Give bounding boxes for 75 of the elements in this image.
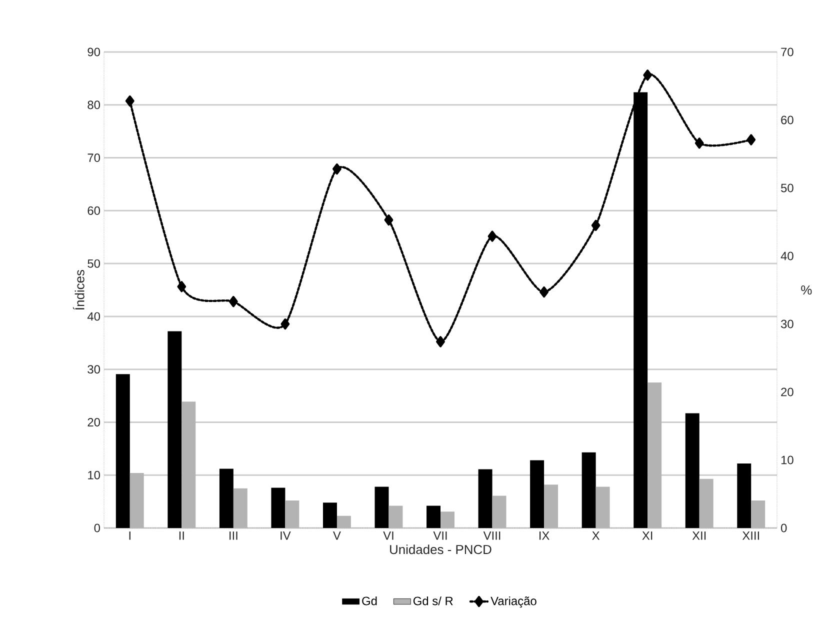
y-tick-label: 80 xyxy=(88,100,100,110)
legend-label: Gd s/ R xyxy=(413,596,453,606)
y-tick-label: 90 xyxy=(88,48,100,56)
y2-tick-label: 50 xyxy=(781,184,794,192)
y2-tick-label: 20 xyxy=(781,388,794,396)
y2-tick-label: 30 xyxy=(780,320,794,328)
x-tick-label: XI xyxy=(642,532,652,540)
bar xyxy=(168,331,182,528)
y2-tick-label: 0 xyxy=(780,524,787,532)
bar xyxy=(478,469,492,528)
bar xyxy=(596,486,610,528)
bar xyxy=(751,500,766,528)
point xyxy=(591,220,600,231)
y2-axis-title: % xyxy=(801,285,812,295)
y-tick-label: 50 xyxy=(88,259,100,268)
point xyxy=(177,281,186,292)
y-tick-label: 20 xyxy=(88,418,100,426)
x-axis-title: Unidades - PNCD xyxy=(390,544,492,554)
bar xyxy=(440,512,454,528)
bar xyxy=(685,413,700,528)
bar xyxy=(285,500,300,528)
point xyxy=(488,230,497,242)
point xyxy=(332,163,342,175)
x-tick-label: II xyxy=(179,532,184,540)
x-tick-label: VI xyxy=(383,532,394,540)
y2-tick-label: 70 xyxy=(781,48,794,56)
x-tick-label: IV xyxy=(280,532,291,540)
bar xyxy=(699,478,714,528)
y-tick-label: 30 xyxy=(88,365,100,374)
bar xyxy=(322,502,337,528)
x-tick-label: X xyxy=(592,532,600,540)
bar xyxy=(544,484,558,528)
point xyxy=(643,70,652,81)
x-tick-label: VII xyxy=(433,532,447,540)
point xyxy=(746,134,756,146)
bar xyxy=(492,496,506,528)
point xyxy=(540,286,548,298)
bar xyxy=(648,382,662,528)
y2-tick-label: 10 xyxy=(781,456,794,464)
legend-label: Variação xyxy=(490,596,536,608)
bar xyxy=(130,472,144,528)
bar xyxy=(233,488,248,528)
x-tick-label: XIII xyxy=(742,532,759,540)
bar xyxy=(530,460,544,528)
bar xyxy=(388,506,403,528)
y-tick-label: 10 xyxy=(88,470,100,480)
legend-label: Gd xyxy=(362,596,377,606)
bar xyxy=(271,488,286,528)
y-tick-label: 70 xyxy=(88,154,100,162)
bar xyxy=(219,468,234,528)
bar xyxy=(336,516,351,528)
point xyxy=(125,95,134,107)
bar xyxy=(426,506,441,528)
point xyxy=(384,214,394,226)
x-tick-label: III xyxy=(230,532,238,540)
point xyxy=(228,296,238,308)
bar xyxy=(582,452,596,528)
bar xyxy=(182,402,196,528)
x-tick-label: I xyxy=(129,532,130,540)
x-tick-label: V xyxy=(333,532,341,540)
bar xyxy=(737,463,752,528)
x-tick-label: IX xyxy=(540,532,550,540)
x-tick-label: XII xyxy=(692,532,706,540)
y2-tick-label: 40 xyxy=(780,252,794,260)
point xyxy=(280,318,290,330)
y2-tick-label: 60 xyxy=(781,116,794,124)
point xyxy=(694,138,704,149)
x-tick-label: VIII xyxy=(483,532,500,540)
y-tick-label: 40 xyxy=(87,312,100,321)
y-axis-title: Índices xyxy=(72,270,84,310)
bar xyxy=(116,374,130,528)
y-tick-label: 0 xyxy=(94,524,100,532)
point xyxy=(436,336,445,348)
bar xyxy=(374,486,389,528)
y-tick-label: 60 xyxy=(88,206,100,215)
